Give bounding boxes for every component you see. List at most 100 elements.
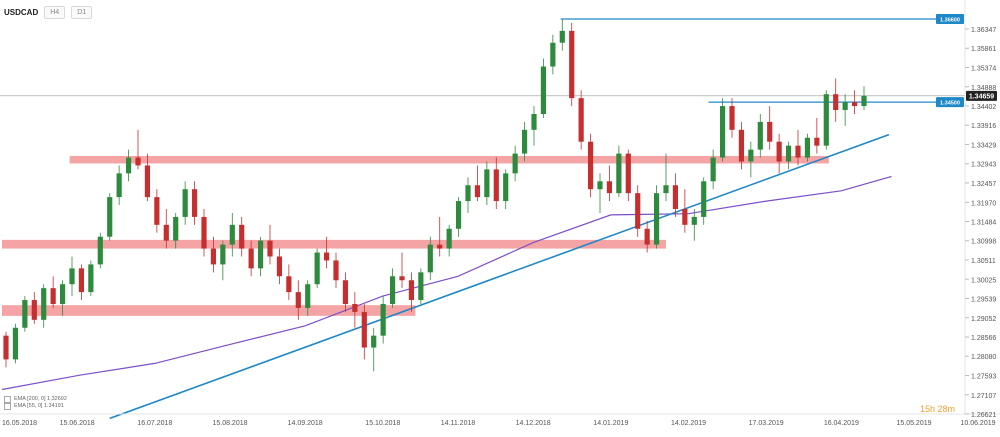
- candle[interactable]: [814, 117, 820, 154]
- candle[interactable]: [408, 272, 415, 312]
- candle[interactable]: [125, 149, 132, 182]
- candle[interactable]: [342, 272, 349, 312]
- candle[interactable]: [437, 216, 443, 257]
- candle[interactable]: [248, 240, 254, 277]
- candle[interactable]: [663, 153, 669, 202]
- candle[interactable]: [50, 276, 56, 308]
- candle[interactable]: [804, 133, 811, 162]
- candle[interactable]: [521, 121, 528, 162]
- candle[interactable]: [776, 133, 782, 174]
- candle[interactable]: [540, 58, 547, 118]
- candle[interactable]: [333, 252, 339, 289]
- candle[interactable]: [644, 220, 650, 253]
- candle[interactable]: [833, 78, 839, 122]
- candle[interactable]: [295, 280, 301, 320]
- candle[interactable]: [182, 181, 188, 225]
- candle[interactable]: [823, 90, 829, 150]
- candle[interactable]: [59, 280, 66, 316]
- candle[interactable]: [239, 216, 245, 257]
- candle[interactable]: [371, 327, 377, 372]
- timeframe-d1-button[interactable]: D1: [71, 5, 93, 19]
- legend-item-ema55[interactable]: EMA [55, 0] 1.34191: [4, 403, 67, 410]
- candle[interactable]: [69, 256, 75, 297]
- candle[interactable]: [88, 260, 94, 297]
- ema-line[interactable]: [1, 175, 892, 391]
- candle[interactable]: [729, 98, 735, 138]
- candle[interactable]: [795, 129, 801, 166]
- candle[interactable]: [267, 224, 273, 265]
- candle[interactable]: [587, 133, 594, 198]
- candle[interactable]: [757, 113, 763, 158]
- sr-zone[interactable]: [69, 155, 829, 164]
- candle[interactable]: [503, 169, 509, 209]
- candle[interactable]: [31, 292, 37, 324]
- sr-zone[interactable]: [2, 305, 416, 316]
- sr-zone[interactable]: [2, 239, 666, 249]
- candle[interactable]: [154, 189, 160, 233]
- trendline[interactable]: [109, 133, 890, 420]
- candle[interactable]: [785, 141, 792, 170]
- candle[interactable]: [767, 106, 773, 150]
- candle[interactable]: [446, 224, 452, 257]
- candle[interactable]: [352, 292, 358, 328]
- candle[interactable]: [210, 236, 217, 273]
- candle[interactable]: [635, 185, 641, 237]
- candle[interactable]: [710, 149, 716, 190]
- candle[interactable]: [3, 331, 9, 368]
- candle[interactable]: [569, 22, 575, 107]
- candle[interactable]: [531, 106, 537, 146]
- candle[interactable]: [550, 34, 556, 75]
- candle[interactable]: [418, 268, 424, 304]
- candle[interactable]: [691, 208, 697, 241]
- candle[interactable]: [78, 264, 85, 301]
- candle[interactable]: [173, 212, 179, 249]
- candle[interactable]: [163, 208, 169, 249]
- candle[interactable]: [842, 94, 848, 126]
- candle[interactable]: [97, 232, 103, 269]
- candle[interactable]: [672, 173, 679, 217]
- legend-item-ema200[interactable]: EMA [200, 0] 1.32692: [4, 396, 67, 403]
- candle[interactable]: [701, 177, 707, 225]
- candle[interactable]: [493, 157, 499, 209]
- candle[interactable]: [682, 189, 688, 233]
- candle[interactable]: [625, 149, 631, 202]
- candle[interactable]: [220, 240, 226, 281]
- timeframe-h4-button[interactable]: H4: [44, 5, 66, 19]
- candle[interactable]: [41, 284, 47, 328]
- candle[interactable]: [229, 212, 235, 257]
- candle[interactable]: [861, 86, 867, 111]
- candle[interactable]: [851, 90, 858, 114]
- candle[interactable]: [455, 197, 462, 237]
- candle[interactable]: [116, 165, 122, 206]
- candle[interactable]: [305, 280, 311, 316]
- candle[interactable]: [399, 252, 405, 289]
- candle[interactable]: [512, 145, 518, 182]
- candle[interactable]: [653, 185, 660, 249]
- candle[interactable]: [144, 153, 151, 202]
- candle[interactable]: [191, 181, 198, 225]
- candle[interactable]: [474, 165, 481, 202]
- candle[interactable]: [361, 303, 367, 360]
- candle[interactable]: [484, 161, 490, 206]
- candle[interactable]: [578, 90, 584, 150]
- candle[interactable]: [738, 121, 745, 170]
- candle[interactable]: [201, 208, 207, 257]
- candle[interactable]: [257, 236, 264, 277]
- candle[interactable]: [427, 236, 433, 281]
- candle[interactable]: [12, 323, 19, 364]
- candle[interactable]: [380, 296, 386, 344]
- candle[interactable]: [597, 173, 603, 213]
- candle[interactable]: [389, 268, 396, 308]
- candle[interactable]: [323, 236, 330, 269]
- candle[interactable]: [22, 296, 28, 332]
- candle[interactable]: [616, 145, 622, 198]
- candle[interactable]: [286, 264, 292, 301]
- candle[interactable]: [748, 141, 754, 178]
- candle[interactable]: [276, 248, 283, 285]
- candle[interactable]: [559, 18, 565, 51]
- candle[interactable]: [719, 98, 726, 162]
- candle[interactable]: [606, 165, 613, 202]
- candle[interactable]: [107, 193, 113, 241]
